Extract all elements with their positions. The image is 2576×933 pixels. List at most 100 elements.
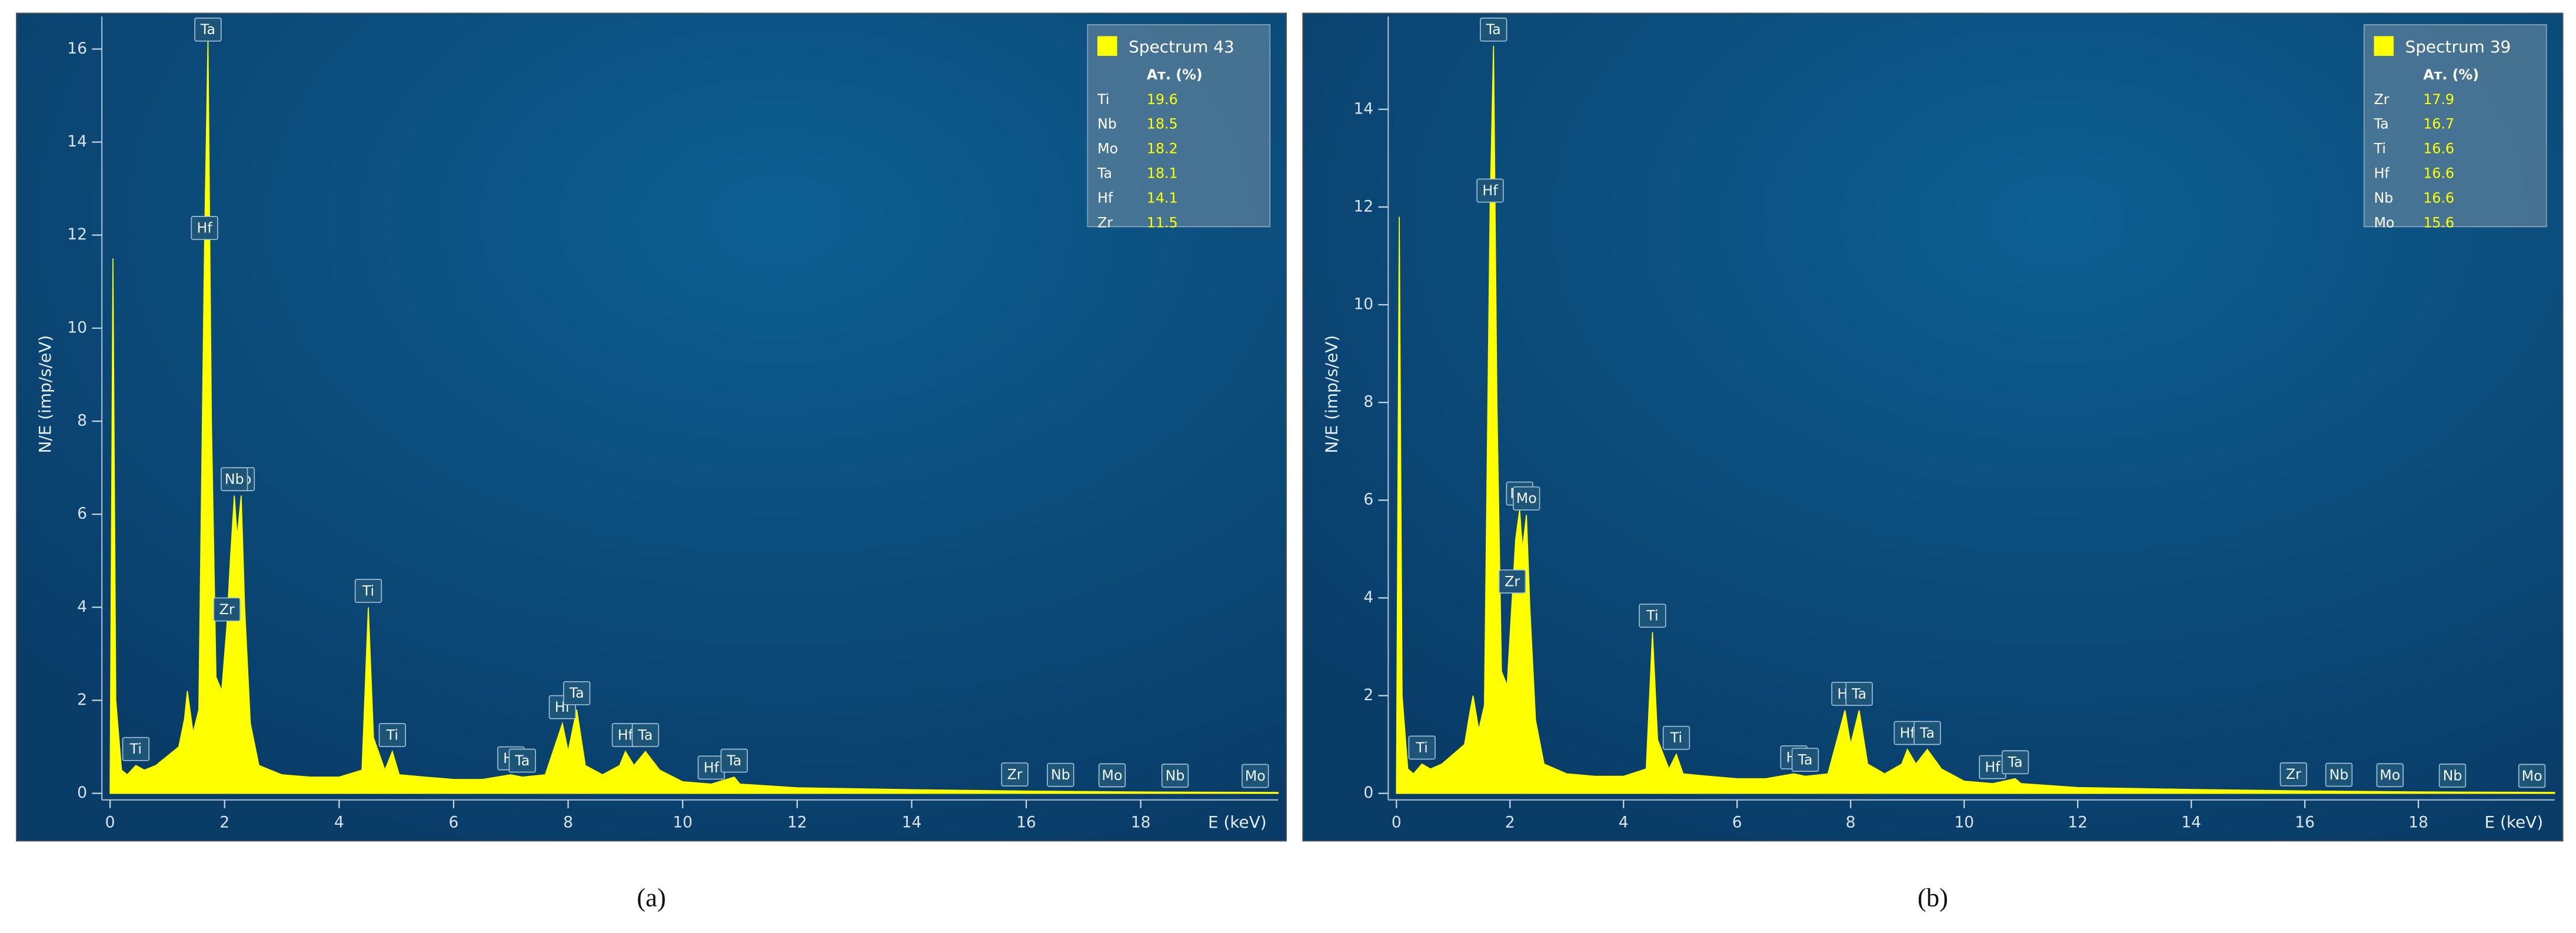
panel: 0 2 4 6 8 10 12 14 0 2 4 6 8 10 12 14 16 18 N/E (imp/s/eV)…	[1302, 12, 2564, 912]
x-tick-label: 2	[219, 813, 229, 831]
y-tick-label: 10	[67, 318, 87, 336]
peak-label: Zr	[219, 601, 235, 618]
panel-caption: (b)	[1918, 882, 1948, 912]
peak-label-box	[213, 597, 241, 622]
legend-label: Spectrum 39	[2405, 37, 2511, 56]
peak-label-box	[1791, 748, 1819, 772]
peak-label-box	[191, 216, 218, 240]
peak-label-box	[2376, 763, 2404, 788]
peak-label-box	[2518, 764, 2546, 788]
peak-label: Ta	[200, 21, 215, 38]
peak-label: Hf	[1482, 182, 1498, 199]
peak-label: Nb	[2329, 767, 2349, 783]
peak-label: Ti	[362, 582, 374, 599]
peak-label-box	[1845, 682, 1873, 706]
peak-label: Mo	[1516, 490, 1537, 507]
peak-label-box	[1913, 721, 1941, 745]
x-tick-label: 10	[1954, 813, 1974, 831]
spectrum-area	[109, 39, 1279, 794]
peak-label: Ta	[1919, 725, 1935, 741]
legend-element: Zr	[2374, 91, 2389, 108]
peak-label-box	[1001, 762, 1029, 787]
x-tick-label: 4	[334, 813, 344, 831]
peak-label-box	[2001, 750, 2029, 775]
peak-label-box	[563, 681, 591, 705]
x-tick-label: 18	[1131, 813, 1151, 831]
y-tick-label: 8	[77, 411, 87, 429]
peak-label-box	[221, 467, 248, 491]
y-tick-label: 6	[1363, 491, 1373, 509]
peak-label-box	[2438, 764, 2467, 788]
x-tick-label: 0	[1392, 813, 1402, 831]
y-tick-label: 4	[77, 598, 87, 616]
x-tick-label: 6	[449, 813, 459, 831]
legend-element: Zr	[1097, 214, 1113, 231]
peak-label: Zr	[1505, 573, 1520, 589]
legend-element: Nb	[1097, 116, 1117, 132]
legend-value: 15.6	[2423, 214, 2454, 231]
peak-label-box	[2325, 762, 2353, 787]
legend-element: Mo	[1097, 141, 1118, 157]
peak-label: Mo	[1245, 768, 1266, 784]
peak-label-box	[1047, 762, 1074, 787]
y-tick-label: 14	[67, 132, 87, 151]
peak-label-box	[1480, 17, 1507, 42]
legend-box	[2363, 24, 2547, 228]
peak-label-box	[194, 17, 222, 42]
y-tick-label: 16	[67, 39, 87, 58]
peak-label-box	[1476, 178, 1504, 203]
x-tick-label: 0	[105, 813, 115, 831]
peak-label: Ta	[514, 752, 530, 769]
peak-label: Zr	[1007, 766, 1023, 782]
peak-label: Ta	[637, 727, 653, 743]
legend-value: 19.6	[1147, 91, 1178, 108]
peak-label: Hf	[618, 727, 634, 743]
legend-value: 18.5	[1147, 116, 1178, 132]
peak-label-box	[354, 578, 382, 603]
peak-label: Nb	[225, 471, 244, 487]
x-tick-label: 14	[902, 813, 922, 831]
panel: 0 2 4 6 8 10 12 14 16 0 2 4 6 8 10 12 14 16 18 N/E (imp/s/e…	[16, 12, 1287, 912]
y-tick-label: 6	[77, 505, 87, 523]
legend-box	[1087, 24, 1271, 228]
legend-header: Aт. (%)	[2423, 66, 2479, 83]
peak-label: Ti	[1416, 739, 1428, 756]
peak-label: Hf	[1985, 759, 2001, 775]
peak-label: Ta	[1486, 21, 1501, 38]
peak-label: Nb	[1051, 767, 1070, 783]
x-tick-label: 8	[1846, 813, 1856, 831]
legend-element: Nb	[2374, 189, 2394, 206]
x-tick-label: 4	[1619, 813, 1629, 831]
peak-label-box	[2279, 762, 2308, 787]
x-tick-label: 10	[673, 813, 693, 831]
y-axis-label: N/E (imp/s/eV)	[1322, 335, 1341, 454]
peak-label-box	[508, 748, 536, 773]
y-tick-label: 12	[1353, 197, 1373, 215]
peak-label: Hf	[1900, 725, 1916, 741]
peak-label: Hf	[197, 219, 213, 236]
legend-swatch	[2374, 36, 2394, 56]
peak-label: Mo	[2522, 768, 2542, 784]
legend-swatch	[1097, 36, 1117, 56]
peak-label: Ti	[386, 727, 398, 743]
peak-label: Ta	[2007, 754, 2022, 771]
spectrum-area	[1396, 45, 2555, 794]
y-tick-label: 0	[1363, 784, 1373, 802]
x-tick-label: 8	[563, 813, 573, 831]
peak-label-box	[1498, 569, 1526, 594]
y-tick-label: 8	[1363, 393, 1373, 411]
x-tick-label: 2	[1505, 813, 1515, 831]
y-axis-label: N/E (imp/s/eV)	[35, 335, 55, 454]
x-tick-label: 12	[787, 813, 807, 831]
legend-value: 16.6	[2423, 141, 2454, 157]
legend-value: 14.1	[1147, 189, 1178, 206]
legend-value: 16.6	[2423, 165, 2454, 182]
peak-label-box	[1662, 725, 1690, 750]
peak-label: Mo	[1102, 767, 1123, 784]
legend-label: Spectrum 43	[1129, 37, 1234, 56]
peak-label: Zr	[2286, 766, 2301, 782]
x-tick-label: 14	[2181, 813, 2201, 831]
peak-label: Ti	[1670, 729, 1682, 746]
